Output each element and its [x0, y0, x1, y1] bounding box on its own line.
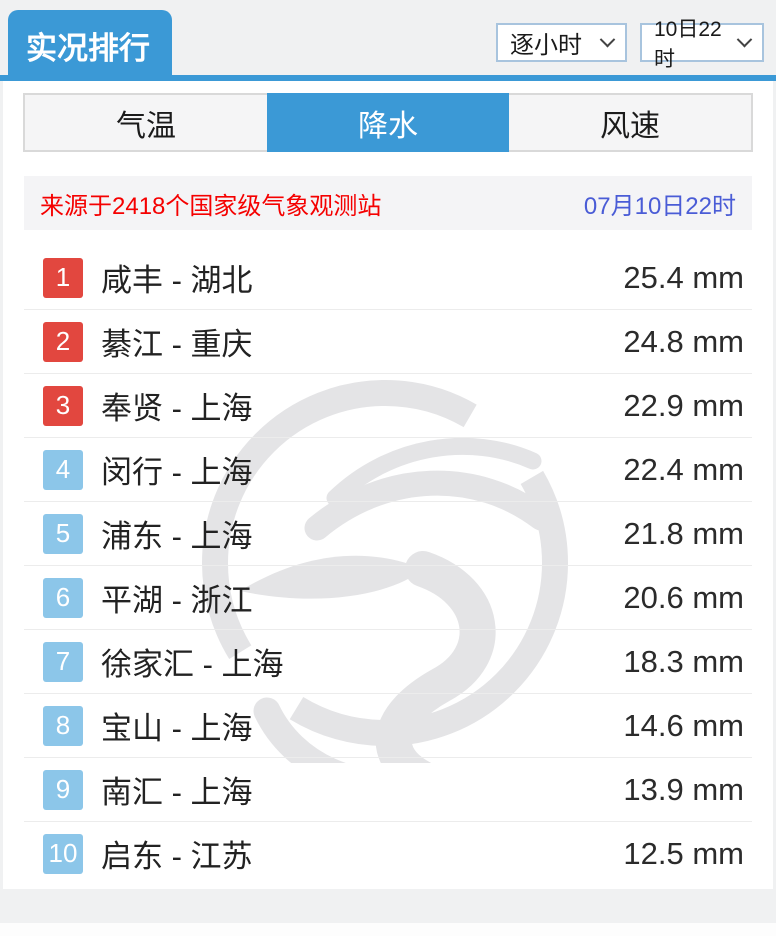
observation-timestamp: 07月10日22时: [583, 192, 736, 220]
interval-dropdown[interactable]: 逐小时: [496, 23, 627, 62]
station-label: 宝山 - 上海: [101, 711, 253, 746]
rank-badge: 2: [43, 321, 83, 362]
next-section-edge: [0, 923, 776, 936]
value-label: 12.5 mm: [623, 835, 744, 871]
rank-badge: 1: [43, 257, 83, 298]
ranking-list: 1 咸丰 - 湖北 25.4 mm 2 綦江 - 重庆 24.8 mm 3 奉贤 - 上海 22…: [24, 230, 752, 885]
rank-badge: 9: [43, 769, 83, 810]
page-title: 实况排行: [26, 31, 150, 66]
ranking-row[interactable]: 8 宝山 - 上海 14.6 mm: [24, 694, 752, 758]
chevron-down-icon: [599, 31, 616, 48]
ranking-row[interactable]: 3 奉贤 - 上海 22.9 mm: [24, 374, 752, 438]
station-label: 綦江 - 重庆: [101, 327, 253, 362]
live-ranking-tab[interactable]: 实况排行: [8, 10, 172, 81]
value-label: 20.6 mm: [623, 579, 744, 615]
station-label: 咸丰 - 湖北: [101, 263, 253, 298]
rank-badge: 5: [43, 513, 83, 554]
chevron-down-icon: [736, 31, 753, 48]
ranking-row[interactable]: 4 闵行 - 上海 22.4 mm: [24, 438, 752, 502]
ranking-card: 气温 降水 风速 来源于2418个国家级气象观测站 07月10日22时 1 咸丰 - …: [3, 81, 773, 889]
rank-badge: 6: [43, 577, 83, 618]
header-controls: 逐小时 10日22时: [496, 18, 764, 71]
time-dropdown[interactable]: 10日22时: [640, 18, 764, 71]
value-label: 13.9 mm: [623, 771, 744, 807]
value-label: 14.6 mm: [623, 707, 744, 743]
value-label: 22.9 mm: [623, 387, 744, 423]
data-source-label: 来源于2418个国家级气象观测站: [40, 192, 382, 220]
tab-precipitation[interactable]: 降水: [267, 93, 509, 152]
value-label: 18.3 mm: [623, 643, 744, 679]
value-label: 25.4 mm: [623, 259, 744, 295]
tab-temperature[interactable]: 气温: [116, 109, 176, 143]
ranking-row[interactable]: 5 浦东 - 上海 21.8 mm: [24, 502, 752, 566]
value-label: 22.4 mm: [623, 451, 744, 487]
value-label: 21.8 mm: [623, 515, 744, 551]
rank-badge: 10: [43, 833, 83, 874]
source-bar: 来源于2418个国家级气象观测站 07月10日22时: [24, 176, 752, 230]
ranking-row[interactable]: 6 平湖 - 浙江 20.6 mm: [24, 566, 752, 630]
station-label: 奉贤 - 上海: [101, 391, 253, 426]
ranking-row[interactable]: 1 咸丰 - 湖北 25.4 mm: [24, 246, 752, 310]
rank-badge: 7: [43, 641, 83, 682]
ranking-row[interactable]: 2 綦江 - 重庆 24.8 mm: [24, 310, 752, 374]
station-label: 南汇 - 上海: [101, 775, 253, 810]
rank-badge: 3: [43, 385, 83, 426]
tab-wind[interactable]: 风速: [600, 109, 660, 143]
station-label: 启东 - 江苏: [101, 839, 253, 874]
metric-tabs: 气温 降水 风速: [23, 93, 753, 152]
interval-dropdown-value: 逐小时: [510, 32, 582, 59]
accent-divider-bar: [0, 75, 776, 81]
station-label: 闵行 - 上海: [101, 455, 253, 490]
value-label: 24.8 mm: [623, 323, 744, 359]
station-label: 浦东 - 上海: [101, 519, 253, 554]
ranking-row[interactable]: 10 启东 - 江苏 12.5 mm: [24, 822, 752, 885]
ranking-row[interactable]: 9 南汇 - 上海 13.9 mm: [24, 758, 752, 822]
time-dropdown-value: 10日22时: [654, 17, 722, 71]
station-label: 徐家汇 - 上海: [101, 647, 284, 682]
rank-badge: 4: [43, 449, 83, 490]
ranking-row[interactable]: 7 徐家汇 - 上海 18.3 mm: [24, 630, 752, 694]
station-label: 平湖 - 浙江: [101, 583, 253, 618]
rank-badge: 8: [43, 705, 83, 746]
